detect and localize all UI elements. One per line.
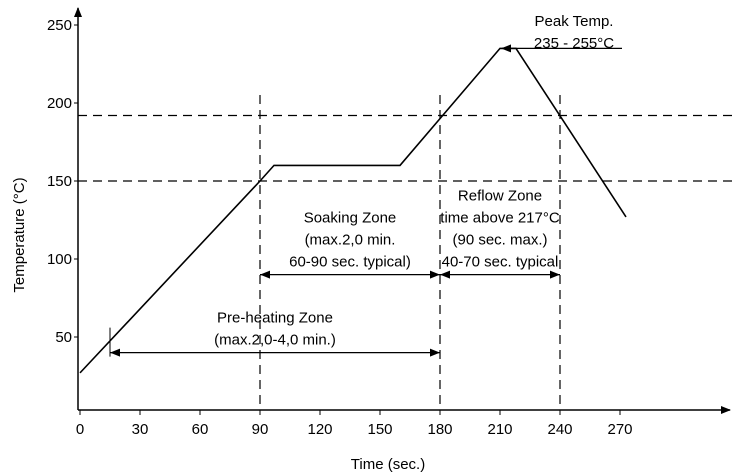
x-tick-label: 30 bbox=[132, 421, 149, 438]
y-tick-label: 200 bbox=[47, 95, 72, 112]
x-tick-label: 120 bbox=[307, 421, 332, 438]
zones-layer: Pre-heating Zone (max.2,0-4,0 min.) Soakin… bbox=[109, 188, 560, 357]
x-axis-title: Time (sec.) bbox=[351, 456, 425, 473]
peak-label-line: Peak Temp. bbox=[535, 13, 614, 30]
zone-arrow-right bbox=[430, 270, 440, 279]
zone-label-line: Soaking Zone bbox=[304, 210, 397, 227]
x-tick-label: 210 bbox=[487, 421, 512, 438]
peak-label-line: 235 - 255°C bbox=[534, 35, 614, 52]
reference-lines bbox=[78, 95, 737, 410]
x-tick-label: 0 bbox=[76, 421, 84, 438]
annotation-layer: Peak Temp. 235 - 255°C bbox=[501, 13, 622, 53]
x-tick-label: 240 bbox=[547, 421, 572, 438]
y-tick-label: 100 bbox=[47, 251, 72, 268]
zone-label-line: Reflow Zone bbox=[458, 188, 542, 205]
zone-arrow-left bbox=[110, 348, 120, 357]
zone-label-line: Pre-heating Zone bbox=[217, 310, 333, 327]
zone-label-line: (90 sec. max.) bbox=[452, 232, 547, 249]
zone-arrow-left bbox=[440, 270, 450, 279]
zone-label-line: 60-90 sec. typical) bbox=[289, 254, 411, 271]
axes: 0 30 60 90 120 150 180 210 240 270 50 100 150 200 250 bbox=[47, 7, 731, 438]
zone-label-line: time above 217°C bbox=[440, 210, 560, 227]
zone-label-line: 40-70 sec. typical bbox=[442, 254, 559, 271]
y-tick-label: 150 bbox=[47, 173, 72, 190]
y-axis-title: Temperature (°C) bbox=[11, 177, 28, 292]
x-tick-label: 180 bbox=[427, 421, 452, 438]
y-tick-label: 250 bbox=[47, 17, 72, 34]
x-tick-label: 60 bbox=[192, 421, 209, 438]
zone-arrow-right bbox=[550, 270, 560, 279]
x-tick-label: 90 bbox=[252, 421, 269, 438]
x-tick-label: 150 bbox=[367, 421, 392, 438]
zone-arrow-right bbox=[430, 348, 440, 357]
zone-label-line: (max.2,0-4,0 min.) bbox=[214, 332, 336, 349]
y-tick-label: 50 bbox=[55, 329, 72, 346]
zone-arrow-left bbox=[260, 270, 270, 279]
x-tick-label: 270 bbox=[607, 421, 632, 438]
zone-label-line: (max.2,0 min. bbox=[305, 232, 396, 249]
